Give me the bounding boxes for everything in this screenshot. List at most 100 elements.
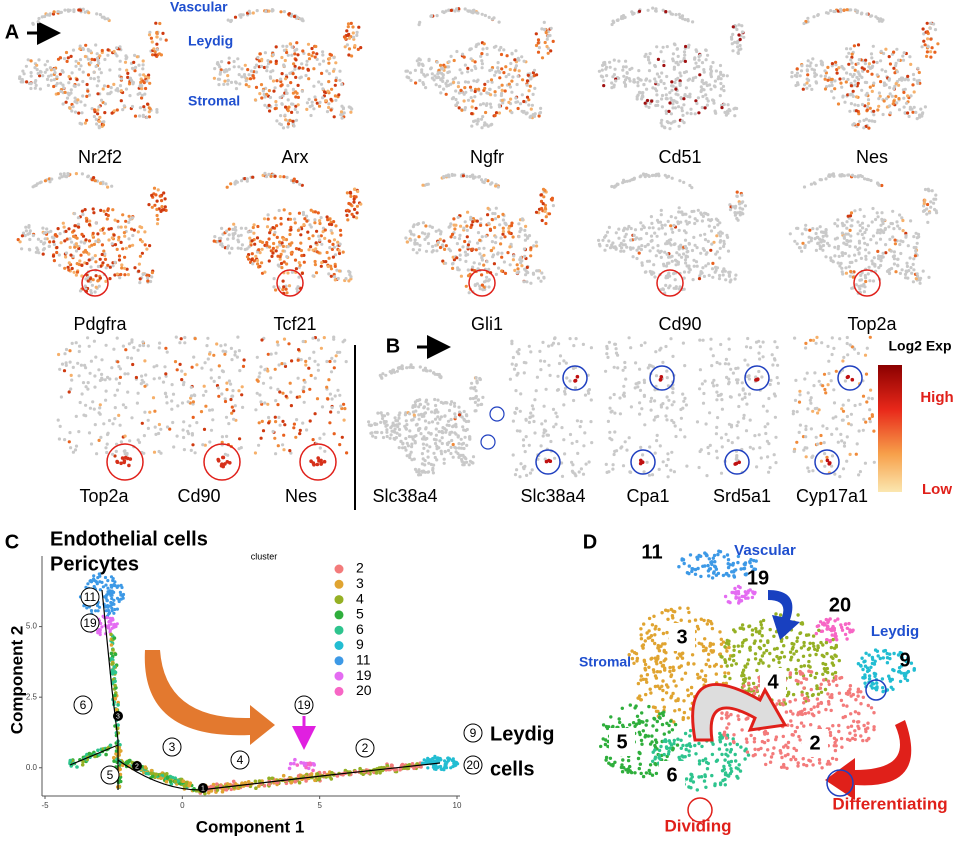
cell-dot [119,99,123,103]
cell-dot [537,114,541,118]
cell-dot [694,75,698,79]
cell-dot [849,269,853,274]
cell-dot [289,81,293,85]
cell-dot [613,411,617,415]
cell-dot [463,220,467,224]
cell-dot [540,27,544,31]
cell-dot [480,62,484,66]
cell-dot [482,280,487,284]
cell-dot [571,463,575,467]
cell-dot [670,84,674,88]
cell-dot [417,23,421,27]
cell-dot [171,420,175,425]
cell-dot [699,251,703,255]
cell-dot [126,71,130,75]
cell-dot [287,12,291,16]
cell-dot [579,419,583,424]
cell-dot [408,71,412,75]
cell-dot [43,237,47,241]
cell-dot [329,274,333,278]
cell-dot [282,48,286,53]
cell-dot [519,392,523,396]
cell-dot [470,381,474,385]
cell-dot [723,110,727,114]
cell-dot [395,423,399,427]
cell-dot [122,104,126,108]
cell-dot [64,251,69,255]
cell-dot [70,71,74,75]
cell-dot [700,61,705,65]
cell-dot [265,92,269,96]
cell-dot [236,246,240,250]
cell-dot [471,265,475,269]
cell-dot [106,213,110,218]
cell-dot [443,414,447,418]
cell-dot [122,459,127,463]
cell-dot [223,399,228,404]
cell-dot [856,232,860,236]
cell-dot [519,256,523,260]
cell-dot [249,229,253,233]
cell-dot [339,233,343,237]
cell-dot [703,106,707,110]
cell-dot [453,415,457,419]
cell-dot [449,445,453,449]
cell-dot [475,282,479,286]
cell-dot [271,226,275,230]
cell-dot [471,99,475,103]
cell-dot [329,53,333,57]
cell-dot [429,462,433,467]
cell-dot [436,398,440,402]
cell-dot [313,221,317,225]
cell-dot [858,208,862,212]
cell-dot [146,344,150,348]
cell-dot [654,415,658,419]
cell-dot [229,182,233,186]
cell-dot [470,68,474,72]
cell-dot [452,58,456,63]
cell-dot [107,227,111,231]
cell-dot [622,178,626,182]
cell-dot [97,284,101,288]
cell-dot [494,235,498,239]
cell-dot [190,432,194,436]
cell-dot [373,422,377,426]
cell-dot [601,238,605,242]
cell-dot [172,445,176,449]
cell-dot [687,43,691,47]
cell-dot [110,236,114,240]
cell-dot [81,46,85,51]
cell-dot [500,91,504,96]
cell-dot [542,20,546,24]
cell-dot [610,184,614,189]
cell-dot [718,246,722,250]
cell-dot [292,62,296,66]
cell-dot [833,79,837,83]
cell-dot [138,73,142,77]
cell-dot [720,231,724,235]
cell-dot [381,435,386,440]
cell-dot [307,248,311,252]
cell-dot [140,93,144,97]
cell-dot [494,111,499,115]
cell-dot [418,78,422,83]
cell-dot [113,260,117,264]
cell-dot [465,427,469,432]
cell-dot [457,106,461,110]
cell-dot [484,234,488,238]
cell-dot [142,105,146,109]
cell-dot [317,234,321,238]
cell-dot [126,75,130,79]
cell-dot [64,363,68,367]
cell-dot [707,224,711,228]
cell-dot [174,335,178,339]
cell-dot [735,194,739,198]
cell-dot [203,361,207,365]
cell-dot [903,78,907,82]
cell-dot [328,421,332,425]
cell-dot [294,267,298,271]
cell-dot [130,416,134,420]
cell-dot [106,431,110,435]
cell-dot [103,378,107,382]
cell-dot [263,171,267,175]
